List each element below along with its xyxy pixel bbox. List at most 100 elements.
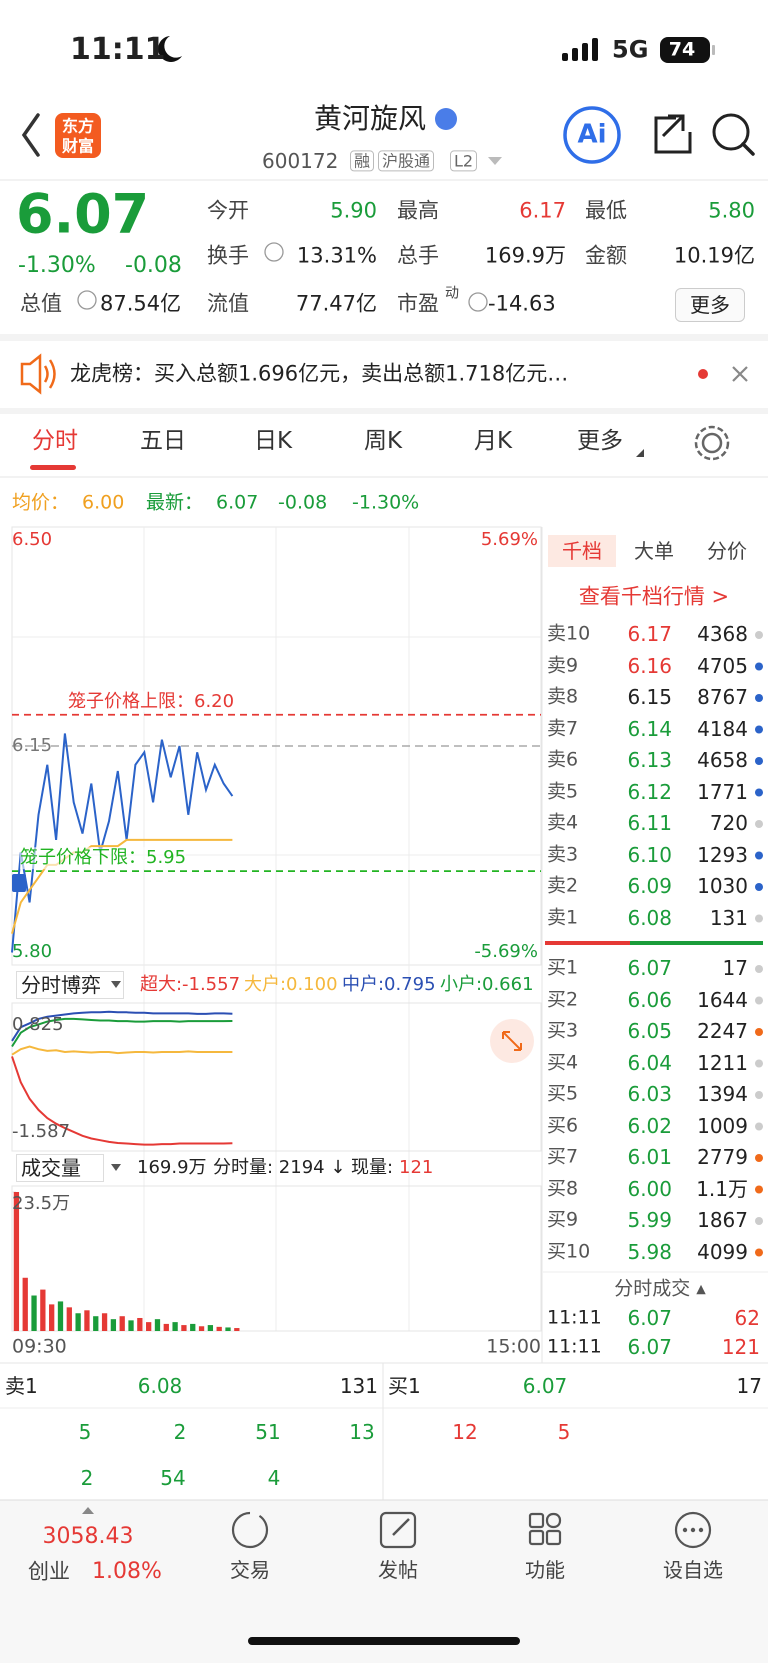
close-button[interactable] bbox=[732, 366, 748, 382]
indicator-selector[interactable]: 分时博弈 bbox=[16, 971, 124, 999]
tab-bar-item[interactable]: 设自选 bbox=[663, 1558, 723, 1582]
banner-text[interactable]: 龙虎榜：买入总额1.696亿元，卖出总额1.718亿元… bbox=[70, 361, 569, 386]
signal-icon bbox=[562, 38, 598, 61]
level-name: 买9 bbox=[547, 1208, 579, 1231]
change: -0.08 bbox=[278, 491, 328, 514]
queue-order: 5 bbox=[557, 1420, 571, 1444]
back-button[interactable] bbox=[21, 113, 40, 157]
ratio-bar-buy bbox=[630, 941, 763, 945]
level-dot bbox=[755, 1248, 763, 1257]
series-line bbox=[11, 1056, 233, 1146]
queue-name: 卖1 bbox=[5, 1374, 38, 1398]
level-volume: 4705 bbox=[697, 653, 748, 678]
dropdown-arrow[interactable] bbox=[488, 157, 502, 165]
post-icon[interactable] bbox=[379, 1511, 417, 1549]
change-pct: -1.30% bbox=[18, 252, 96, 278]
field-value: 13.31% bbox=[296, 243, 377, 268]
level-volume: 1644 bbox=[697, 987, 748, 1012]
index-value[interactable]: 3058.43 bbox=[42, 1523, 134, 1549]
volume-bar bbox=[31, 1295, 37, 1331]
level-name: 卖10 bbox=[547, 622, 591, 645]
tab-bar-item[interactable]: 交易 bbox=[230, 1558, 270, 1582]
level-price: 6.11 bbox=[627, 811, 672, 835]
more-button[interactable]: 更多 bbox=[675, 288, 745, 322]
search-button[interactable] bbox=[712, 113, 750, 151]
volume-bar bbox=[172, 1322, 178, 1331]
level-dot bbox=[755, 1122, 763, 1131]
stock-name: 黄河旋风 bbox=[313, 102, 427, 136]
dropdown-arrow[interactable] bbox=[111, 981, 121, 988]
indicator-selector[interactable]: 成交量 bbox=[16, 1154, 104, 1182]
tab[interactable]: 分时 bbox=[32, 428, 78, 455]
logo-text: 东方 bbox=[61, 116, 95, 136]
book-tab[interactable]: 大单 bbox=[634, 539, 674, 563]
info-icon[interactable] bbox=[468, 292, 488, 312]
y-tick-label: 6.15 bbox=[12, 735, 53, 757]
level-price: 6.08 bbox=[627, 905, 672, 930]
watchlist-icon[interactable] bbox=[674, 1511, 712, 1549]
tab[interactable]: 周K bbox=[363, 428, 403, 455]
legend-name: 大户: bbox=[244, 974, 287, 996]
function-icon[interactable] bbox=[528, 1512, 562, 1546]
info-icon[interactable] bbox=[77, 290, 97, 310]
tab[interactable]: 月K bbox=[473, 428, 513, 455]
clock: 11:11 bbox=[70, 32, 166, 67]
volume-bar bbox=[137, 1317, 143, 1331]
info-icon[interactable] bbox=[264, 242, 284, 262]
unread-dot bbox=[698, 369, 708, 379]
level-name: 买2 bbox=[547, 988, 579, 1011]
book-tab[interactable]: 分价 bbox=[707, 539, 747, 563]
app-logo bbox=[55, 113, 101, 158]
tab[interactable]: 更多 bbox=[577, 428, 623, 455]
moon-icon bbox=[158, 36, 182, 62]
volume-bar bbox=[66, 1307, 72, 1331]
level-volume: 4099 bbox=[697, 1239, 748, 1264]
tab[interactable]: 日K bbox=[253, 428, 293, 455]
level-name: 买7 bbox=[547, 1145, 579, 1168]
verified-badge bbox=[435, 108, 457, 130]
volume-bar bbox=[181, 1325, 187, 1331]
trade-price: 6.07 bbox=[627, 1335, 672, 1359]
field-value: 6.17 bbox=[519, 198, 566, 223]
volume-bar bbox=[49, 1304, 55, 1331]
battery-nub bbox=[712, 45, 715, 55]
trade-icon[interactable] bbox=[231, 1511, 269, 1549]
field-label: 换手 bbox=[207, 243, 249, 268]
y2-tick-label: -5.69% bbox=[474, 941, 538, 963]
book-tab[interactable]: 千档 bbox=[548, 535, 616, 567]
volume-bar bbox=[119, 1316, 125, 1331]
level-volume: 4184 bbox=[697, 716, 748, 741]
level-dot bbox=[755, 965, 763, 973]
ai-button[interactable] bbox=[563, 106, 621, 164]
level-volume: 4368 bbox=[697, 622, 748, 646]
level-name: 卖1 bbox=[547, 906, 579, 929]
volume-bar bbox=[13, 1192, 20, 1331]
level-price: 6.09 bbox=[627, 874, 672, 898]
tab-bar-item[interactable]: 发帖 bbox=[378, 1558, 418, 1582]
ai-label[interactable]: Ai bbox=[577, 119, 607, 150]
volume-bar bbox=[110, 1319, 117, 1331]
level-price: 6.00 bbox=[627, 1176, 672, 1201]
volume-bar bbox=[163, 1323, 169, 1331]
level-price: 6.17 bbox=[627, 622, 672, 646]
settings-button[interactable] bbox=[701, 432, 723, 454]
level-price: 6.01 bbox=[627, 1145, 672, 1169]
level-volume: 8767 bbox=[697, 685, 748, 709]
tab[interactable]: 五日 bbox=[140, 428, 186, 455]
trade-volume: 62 bbox=[734, 1306, 760, 1330]
level-volume: 2247 bbox=[697, 1019, 748, 1043]
queue-order: 12 bbox=[452, 1420, 478, 1444]
level-dot bbox=[755, 1028, 763, 1036]
legend-name: 小户: bbox=[440, 974, 483, 996]
series-line bbox=[11, 1017, 233, 1048]
legend-value: 0.100 bbox=[286, 974, 338, 996]
volume-bar bbox=[93, 1316, 99, 1331]
book-link[interactable]: 查看千档行情 > bbox=[578, 584, 730, 609]
tab-bar-item[interactable]: 功能 bbox=[525, 1558, 565, 1582]
share-button[interactable] bbox=[654, 114, 692, 154]
level-name: 卖8 bbox=[547, 685, 579, 708]
field-value: 87.54亿 bbox=[100, 291, 182, 316]
queue-price: 6.08 bbox=[137, 1374, 183, 1398]
dropdown-arrow[interactable] bbox=[111, 1164, 121, 1171]
index-name: 创业 bbox=[28, 1559, 70, 1584]
